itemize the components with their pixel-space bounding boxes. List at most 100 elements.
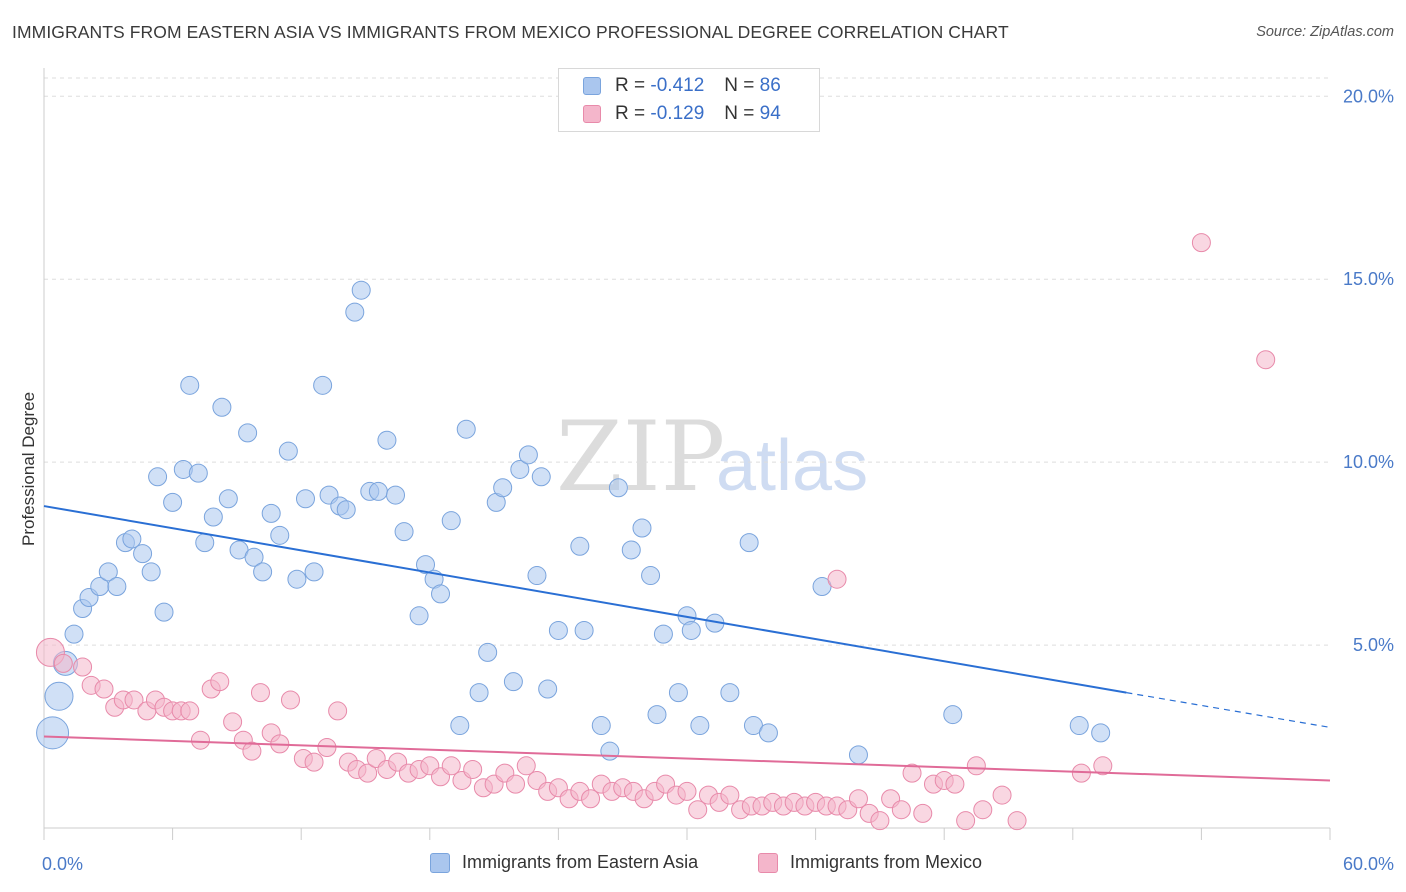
eastern-asia-point <box>394 522 414 542</box>
bottom-legend-swatch-pink <box>758 852 778 873</box>
eastern-asia-point <box>368 481 388 501</box>
mexico-point <box>581 789 601 809</box>
mexico-point <box>992 785 1012 805</box>
mexico-point <box>242 741 262 761</box>
eastern-asia-point <box>44 681 74 711</box>
mexico-point <box>956 811 976 831</box>
eastern-asia-point <box>218 489 238 509</box>
mexico-point <box>945 774 965 794</box>
eastern-asia-point <box>641 566 661 586</box>
mexico-point <box>210 672 230 692</box>
mexico-point <box>720 785 740 805</box>
eastern-asia-point <box>632 518 652 538</box>
mexico-point <box>973 800 993 820</box>
eastern-asia-point <box>518 445 538 465</box>
y-tick-label: 10.0% <box>1343 452 1394 472</box>
eastern-asia-point <box>122 529 142 549</box>
eastern-asia-point <box>450 716 470 736</box>
mexico-point <box>304 752 324 772</box>
eastern-asia-point <box>188 463 208 483</box>
eastern-asia-point <box>244 547 264 567</box>
mexico-point <box>317 738 337 758</box>
eastern-asia-point <box>441 511 461 531</box>
eastern-asia-point <box>943 705 963 725</box>
eastern-asia-point <box>1091 723 1111 743</box>
eastern-asia-point <box>295 489 315 509</box>
eastern-asia-point <box>195 533 215 553</box>
eastern-asia-point <box>377 430 397 450</box>
watermark-zip: ZIP <box>556 401 725 513</box>
bottom-legend-label: Immigrants from Mexico <box>790 852 983 872</box>
eastern-asia-point <box>304 562 324 582</box>
mexico-point <box>328 701 348 721</box>
eastern-asia-point <box>351 280 371 300</box>
y-tick-label: 15.0% <box>1343 269 1394 289</box>
x-tick-label: 0.0% <box>42 854 83 874</box>
mexico-point <box>190 730 210 750</box>
eastern-asia-point <box>591 716 611 736</box>
eastern-asia-point <box>456 419 476 439</box>
eastern-asia-point <box>313 375 333 395</box>
eastern-asia-point <box>261 503 281 523</box>
eastern-asia-trend-extension <box>1126 692 1331 728</box>
eastern-asia-point <box>690 716 710 736</box>
mexico-point <box>902 763 922 783</box>
mexico-point <box>677 781 697 801</box>
mexico-point <box>848 789 868 809</box>
eastern-asia-point <box>527 566 547 586</box>
eastern-asia-point <box>469 683 489 703</box>
eastern-asia-point <box>538 679 558 699</box>
eastern-asia-point <box>548 620 568 640</box>
watermark: ZIP atlas <box>556 401 868 513</box>
eastern-asia-point <box>531 467 551 487</box>
legend-swatch-pink <box>583 105 601 123</box>
mexico-point <box>966 756 986 776</box>
eastern-asia-point <box>98 562 118 582</box>
mexico-point <box>223 712 243 732</box>
x-tick-label: 60.0% <box>1343 854 1394 874</box>
legend-r-value: -0.412 <box>650 75 705 96</box>
eastern-asia-point <box>510 459 530 479</box>
eastern-asia-point <box>270 525 290 545</box>
mexico-point <box>1093 756 1113 776</box>
mexico-point <box>73 657 93 677</box>
mexico-point <box>891 800 911 820</box>
chart-title: IMMIGRANTS FROM EASTERN ASIA VS IMMIGRAN… <box>12 22 1009 42</box>
mexico-point <box>180 701 200 721</box>
mexico-point <box>1007 811 1027 831</box>
eastern-asia-point <box>336 500 356 520</box>
legend-row-mexico: R = -0.129 N = 94 <box>583 101 781 127</box>
legend-r-label: R = <box>615 75 646 96</box>
mexico-point <box>506 774 526 794</box>
mexico-point <box>53 653 73 673</box>
legend-n-label: N = <box>724 103 755 124</box>
eastern-asia-point <box>278 441 298 461</box>
mexico-point <box>1191 233 1211 253</box>
mexico-point <box>463 759 483 779</box>
eastern-asia-point <box>681 620 701 640</box>
eastern-asia-point <box>621 540 641 560</box>
eastern-asia-point <box>154 602 174 622</box>
eastern-asia-point <box>212 397 232 417</box>
eastern-asia-point <box>133 544 153 564</box>
eastern-asia-point <box>386 485 406 505</box>
mexico-point <box>441 756 461 776</box>
eastern-asia-point <box>287 569 307 589</box>
eastern-asia-point <box>345 302 365 322</box>
eastern-asia-point <box>608 478 628 498</box>
eastern-asia-point <box>180 375 200 395</box>
eastern-asia-point <box>848 745 868 765</box>
eastern-asia-point <box>570 536 590 556</box>
bottom-legend-label: Immigrants from Eastern Asia <box>462 852 699 872</box>
mexico-point <box>280 690 300 710</box>
eastern-asia-point <box>253 562 273 582</box>
eastern-asia-point <box>238 423 258 443</box>
correlation-legend: R = -0.412 N = 86 R = -0.129 N = 94 <box>558 68 820 132</box>
series-mexico-points <box>35 233 1276 831</box>
eastern-asia-point <box>409 606 429 626</box>
eastern-asia-point <box>36 716 70 750</box>
mexico-point <box>870 811 890 831</box>
eastern-asia-point <box>758 723 778 743</box>
eastern-asia-point <box>203 507 223 527</box>
mexico-point <box>94 679 114 699</box>
